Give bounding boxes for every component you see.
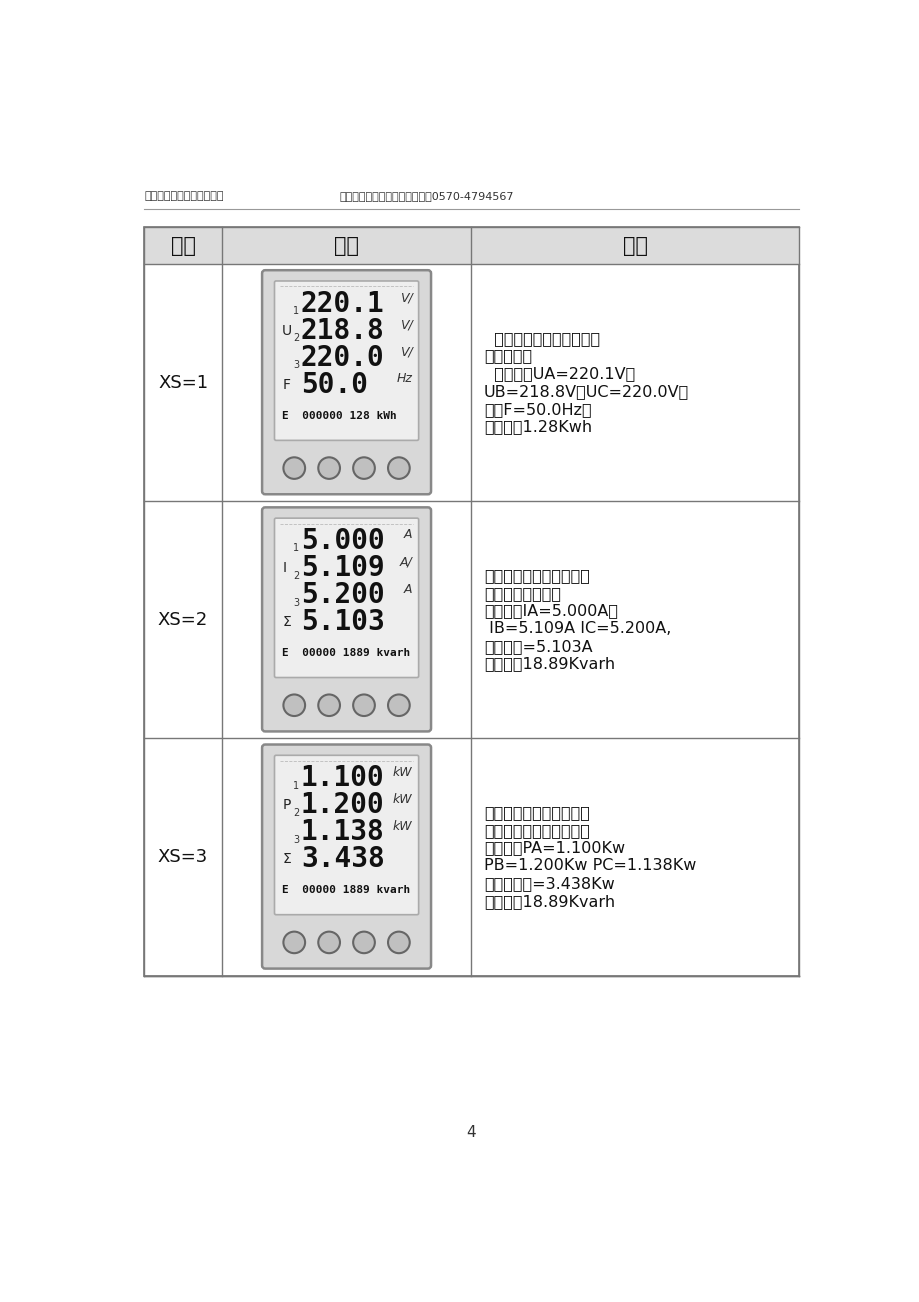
Text: 电流及电能信息。: 电流及电能信息。 — [483, 586, 561, 600]
Text: 分别显示三相电流、平均: 分别显示三相电流、平均 — [483, 568, 589, 583]
Text: 5.200: 5.200 — [301, 581, 384, 609]
Circle shape — [283, 932, 305, 953]
Text: 218.8: 218.8 — [301, 316, 384, 345]
Text: XS=3: XS=3 — [158, 848, 208, 866]
Text: XS=1: XS=1 — [158, 374, 208, 392]
FancyBboxPatch shape — [274, 755, 418, 915]
Text: I: I — [282, 561, 286, 575]
Text: 仪表专业设计制造商客服热线：0570-4794567: 仪表专业设计制造商客服热线：0570-4794567 — [339, 191, 514, 202]
Text: 内容: 内容 — [334, 236, 358, 255]
Text: 5.103: 5.103 — [301, 608, 384, 637]
Text: 分别显示三相电压、频率: 分别显示三相电压、频率 — [483, 331, 599, 346]
Text: Hz: Hz — [396, 372, 412, 385]
Text: 1.100: 1.100 — [301, 764, 384, 792]
Circle shape — [353, 932, 374, 953]
Text: E  00000 1889 kvarh: E 00000 1889 kvarh — [282, 885, 410, 894]
FancyBboxPatch shape — [262, 745, 431, 969]
Text: 4: 4 — [466, 1125, 476, 1141]
Text: 合相有功功率及电能信息: 合相有功功率及电能信息 — [483, 823, 589, 838]
Text: E  000000 128 kWh: E 000000 128 kWh — [282, 410, 397, 421]
Text: 3.438: 3.438 — [301, 845, 384, 874]
Circle shape — [353, 457, 374, 479]
Circle shape — [318, 932, 340, 953]
Circle shape — [283, 694, 305, 716]
Text: 说明: 说明 — [622, 236, 647, 255]
FancyBboxPatch shape — [262, 271, 431, 495]
Text: 1: 1 — [293, 543, 299, 553]
Text: A/: A/ — [399, 556, 412, 569]
Text: Σ: Σ — [282, 853, 290, 866]
Text: F: F — [282, 378, 289, 392]
Text: kW: kW — [392, 793, 412, 806]
Bar — [144, 227, 798, 264]
Text: XS=2: XS=2 — [158, 611, 208, 629]
Circle shape — [318, 694, 340, 716]
FancyBboxPatch shape — [274, 281, 418, 440]
FancyBboxPatch shape — [262, 508, 431, 732]
Text: A: A — [403, 529, 412, 542]
Text: 有功电能1.28Kwh: 有功电能1.28Kwh — [483, 419, 592, 435]
Text: 页面: 页面 — [170, 236, 196, 255]
Circle shape — [283, 457, 305, 479]
Text: 220.0: 220.0 — [301, 344, 384, 372]
Text: 频率F=50.0Hz，: 频率F=50.0Hz， — [483, 402, 591, 417]
Text: 1.138: 1.138 — [301, 818, 384, 846]
Text: kW: kW — [392, 820, 412, 833]
Text: E  00000 1889 kvarh: E 00000 1889 kvarh — [282, 647, 410, 658]
Text: 50.0: 50.0 — [301, 371, 368, 398]
Text: V/: V/ — [399, 292, 412, 305]
Text: 3: 3 — [293, 361, 299, 371]
Text: 左图中，PA=1.100Kw: 左图中，PA=1.100Kw — [483, 841, 624, 855]
Text: 3: 3 — [293, 598, 299, 608]
Text: 3: 3 — [293, 835, 299, 845]
Text: 220.1: 220.1 — [301, 290, 384, 318]
Text: 5.000: 5.000 — [301, 527, 384, 555]
Text: 1: 1 — [293, 306, 299, 316]
Bar — [144, 227, 798, 975]
Text: 5.109: 5.109 — [301, 553, 384, 582]
Text: UB=218.8V、UC=220.0V、: UB=218.8V、UC=220.0V、 — [483, 384, 688, 398]
Text: 左图中，IA=5.000A、: 左图中，IA=5.000A、 — [483, 603, 618, 618]
Text: 1: 1 — [293, 781, 299, 790]
Text: V/: V/ — [399, 319, 412, 332]
Text: U: U — [282, 324, 292, 337]
Circle shape — [388, 932, 409, 953]
Text: 电能信息。: 电能信息。 — [483, 349, 531, 363]
Text: 分别显示分相有功功率，: 分别显示分相有功功率， — [483, 805, 589, 820]
Text: V/: V/ — [399, 345, 412, 358]
Text: 总有功功率=3.438Kw: 总有功功率=3.438Kw — [483, 876, 614, 891]
Text: 2: 2 — [293, 570, 299, 581]
Text: 2: 2 — [293, 807, 299, 818]
Text: 无功电能18.89Kvarh: 无功电能18.89Kvarh — [483, 893, 615, 909]
Text: 左图中，UA=220.1V、: 左图中，UA=220.1V、 — [483, 366, 634, 381]
Text: Σ: Σ — [282, 615, 290, 629]
Circle shape — [388, 457, 409, 479]
Text: PB=1.200Kw PC=1.138Kw: PB=1.200Kw PC=1.138Kw — [483, 858, 696, 874]
Text: 浙江江山申开科技有限公司: 浙江江山申开科技有限公司 — [144, 191, 223, 202]
Circle shape — [353, 694, 374, 716]
Text: A: A — [403, 582, 412, 595]
Text: P: P — [282, 798, 290, 812]
Text: kW: kW — [392, 766, 412, 779]
Text: IB=5.109A IC=5.200A,: IB=5.109A IC=5.200A, — [483, 621, 671, 637]
Circle shape — [318, 457, 340, 479]
Circle shape — [388, 694, 409, 716]
Text: 2: 2 — [293, 333, 299, 344]
Text: 无功电能18.89Kvarh: 无功电能18.89Kvarh — [483, 656, 615, 672]
Text: 平均电流=5.103A: 平均电流=5.103A — [483, 639, 592, 654]
Text: 1.200: 1.200 — [301, 792, 384, 819]
FancyBboxPatch shape — [274, 518, 418, 677]
